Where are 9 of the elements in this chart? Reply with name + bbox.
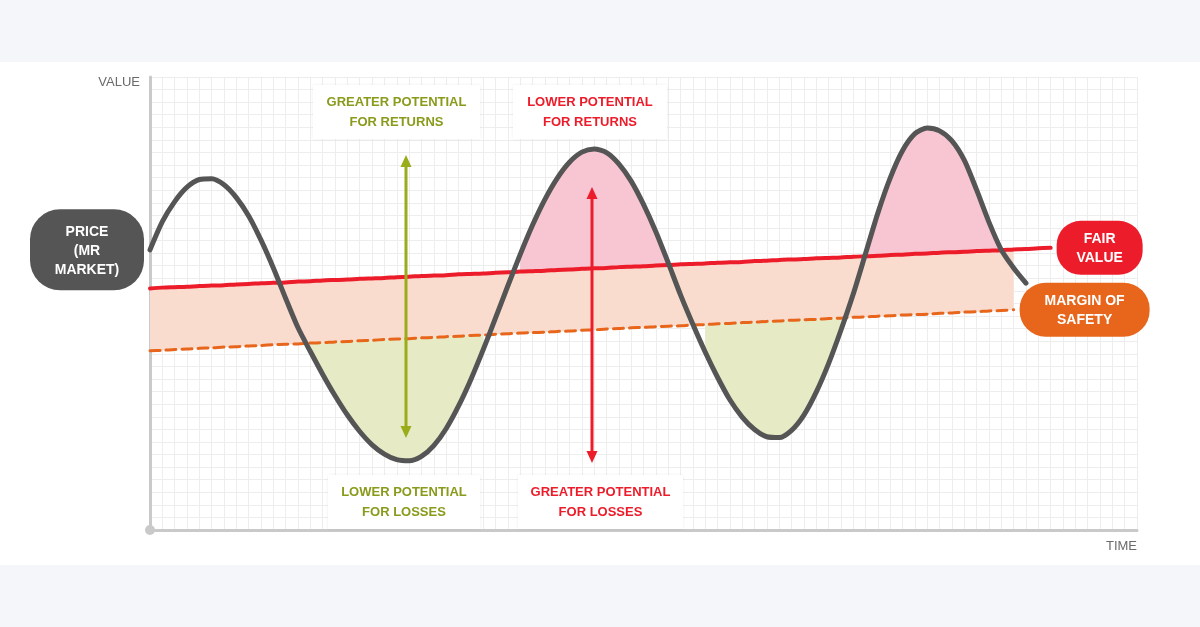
series-label: FAIR VALUE bbox=[1076, 230, 1123, 266]
annotation: LOWER POTENTIAL FOR LOSSES bbox=[328, 475, 480, 529]
annotation: GREATER POTENTIAL FOR RETURNS bbox=[313, 85, 480, 139]
text: PRICE (MR MARKET) bbox=[54, 222, 120, 277]
x-axis-title: TIME bbox=[1105, 538, 1138, 553]
annotation: LOWER POTENTIAL FOR RETURNS bbox=[513, 85, 667, 139]
y-axis-title: VALUE bbox=[98, 73, 141, 89]
annotation: GREATER POTENTIAL FOR LOSSES bbox=[518, 475, 683, 529]
text: MARGIN OF SAFETY bbox=[1044, 292, 1126, 328]
